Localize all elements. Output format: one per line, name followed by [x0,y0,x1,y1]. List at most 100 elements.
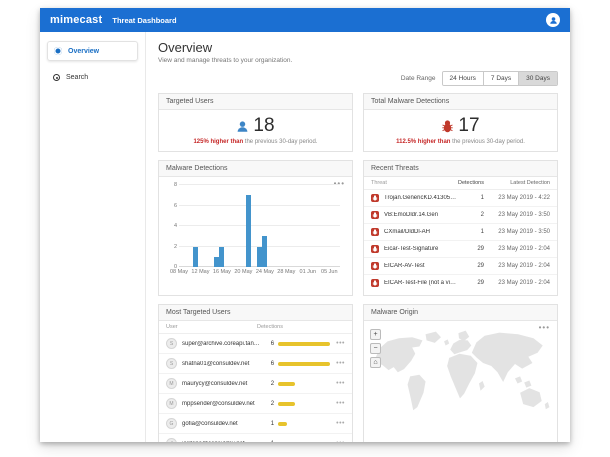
threat-row[interactable]: EICAR-Test-File (not a virus) 29 23 May 20… [364,275,557,291]
user-row-menu-button[interactable]: ••• [336,380,345,387]
map-zoom-out-button[interactable]: − [370,343,381,354]
date-range-row: Date Range 24 Hours 7 Days 30 Days [158,71,558,86]
threat-bug-icon [371,245,379,253]
user-row-menu-button[interactable]: ••• [336,340,345,347]
bug-icon [441,119,454,133]
threat-row[interactable]: VB:EmoDldr.14.Gen 2 23 May 2019 - 3:50 [364,207,557,224]
sidebar: Overview Search [40,32,146,442]
map-australia [520,388,542,408]
detections-bar [278,361,331,366]
bar-21-may [246,195,252,267]
targeted-users-card: Targeted Users 18 125% higher than the p… [158,93,353,152]
threat-detections: 1 [480,229,484,235]
map-greenland [425,331,441,343]
user-email: gofia@consuldev.net [182,420,238,427]
sidebar-item-search[interactable]: Search [47,69,138,86]
y-axis-tick-label: 2 [173,243,177,250]
card-title: Recent Threats [364,161,557,177]
user-avatar: G [166,418,177,429]
map-zoom-in-button[interactable]: + [370,329,381,340]
user-detections-count: 6 [270,360,275,367]
threat-row[interactable]: Eicar-Test-Signature 29 23 May 2019 - 2:04 [364,241,557,258]
threat-row[interactable]: EICAR-AV-Test 29 23 May 2019 - 2:04 [364,258,557,275]
user-avatar: S [166,358,177,369]
x-axis-tick-label: 24 May [255,269,274,275]
user-row-menu-button[interactable]: ••• [336,360,345,367]
y-axis-tick-label: 0 [173,264,177,270]
threat-name: EICAR-AV-Test [384,263,425,269]
gridline-y-4 [179,225,340,226]
map-home-button[interactable]: ⌂ [370,357,381,368]
page-subtitle: View and manage threats to your organiza… [158,57,293,64]
threat-bug-icon [371,194,379,202]
threat-row[interactable]: CXmail/DldDl-AH 1 23 May 2019 - 3:50 [364,224,557,241]
y-axis-tick-label: 6 [173,202,177,209]
targeted-users-body: 18 125% higher than the previous 30-day … [159,110,352,151]
x-axis-tick-label: 12 May [191,269,210,275]
bar-chart-plot-area: 0 2 4 6 8 [174,182,340,270]
map-africa [447,353,478,399]
targeted-users-value: 18 [253,115,275,136]
user-detections-count: 1 [270,420,275,427]
user-email: mppsender@consuldev.net [182,400,255,407]
x-axis-tick-label: 28 May [277,269,296,275]
user-detections-count: 1 [260,441,274,443]
map-asia [471,332,543,382]
map-madagascar [479,380,485,391]
search-target-icon [53,74,60,81]
total-malware-card: Total Malware Detections 17 112.5% highe… [363,93,558,152]
date-range-option-30-days[interactable]: 30 Days [518,72,557,85]
date-range-option-24-hours[interactable]: 24 Hours [442,72,483,85]
person-icon [549,16,557,24]
user-row-menu-button[interactable]: ••• [336,420,345,427]
world-map [375,330,550,411]
map-se-asia [514,376,532,388]
total-malware-delta: 112.5% higher than the previous 30-day p… [370,139,551,145]
column-header-detections: Detections [458,180,484,186]
detections-bar [278,441,287,442]
top-header-bar: mimecast Threat Dashboard [40,8,570,32]
delta-text: the previous 30-day period. [243,139,318,145]
threat-detections: 29 [477,280,484,286]
bar-16-may [219,246,225,267]
mimecast-logo: mimecast [50,14,103,26]
threat-detections: 1 [480,195,484,201]
chart-menu-button[interactable]: ••• [334,180,345,188]
date-range-segmented-control: 24 Hours 7 Days 30 Days [441,71,558,86]
threat-detections: 29 [477,263,484,269]
threat-name: Eicar-Test-Signature [384,246,439,252]
user-row-menu-button[interactable]: ••• [336,400,345,407]
date-range-option-7-days[interactable]: 7 Days [482,72,519,85]
user-row-menu-button[interactable]: ••• [336,440,345,442]
recent-threats-column-headers: Threat Detections Latest Detection [364,177,557,190]
user-avatar-button[interactable] [546,13,560,27]
app-body: Overview Search Overview View and manage… [40,32,570,442]
app-title: Threat Dashboard [112,16,177,25]
map-south-america [407,374,426,411]
map-menu-button[interactable]: ••• [538,323,550,332]
threat-bug-icon [371,211,379,219]
threat-bug-icon [371,228,379,236]
date-range-label: Date Range [400,75,436,82]
card-title: Total Malware Detections [364,94,557,110]
x-axis-tick-label: 16 May [212,269,231,275]
threat-row[interactable]: Trojan.GenericKD.41305303 1 23 May 2019 - … [364,190,557,207]
sidebar-item-overview[interactable]: Overview [47,41,138,61]
page-title: Overview [158,40,213,55]
detections-bar [278,341,331,346]
map-scandinavia [458,330,470,342]
threat-latest-detection: 23 May 2019 - 3:50 [498,229,550,235]
gridline-y-2 [179,245,340,247]
